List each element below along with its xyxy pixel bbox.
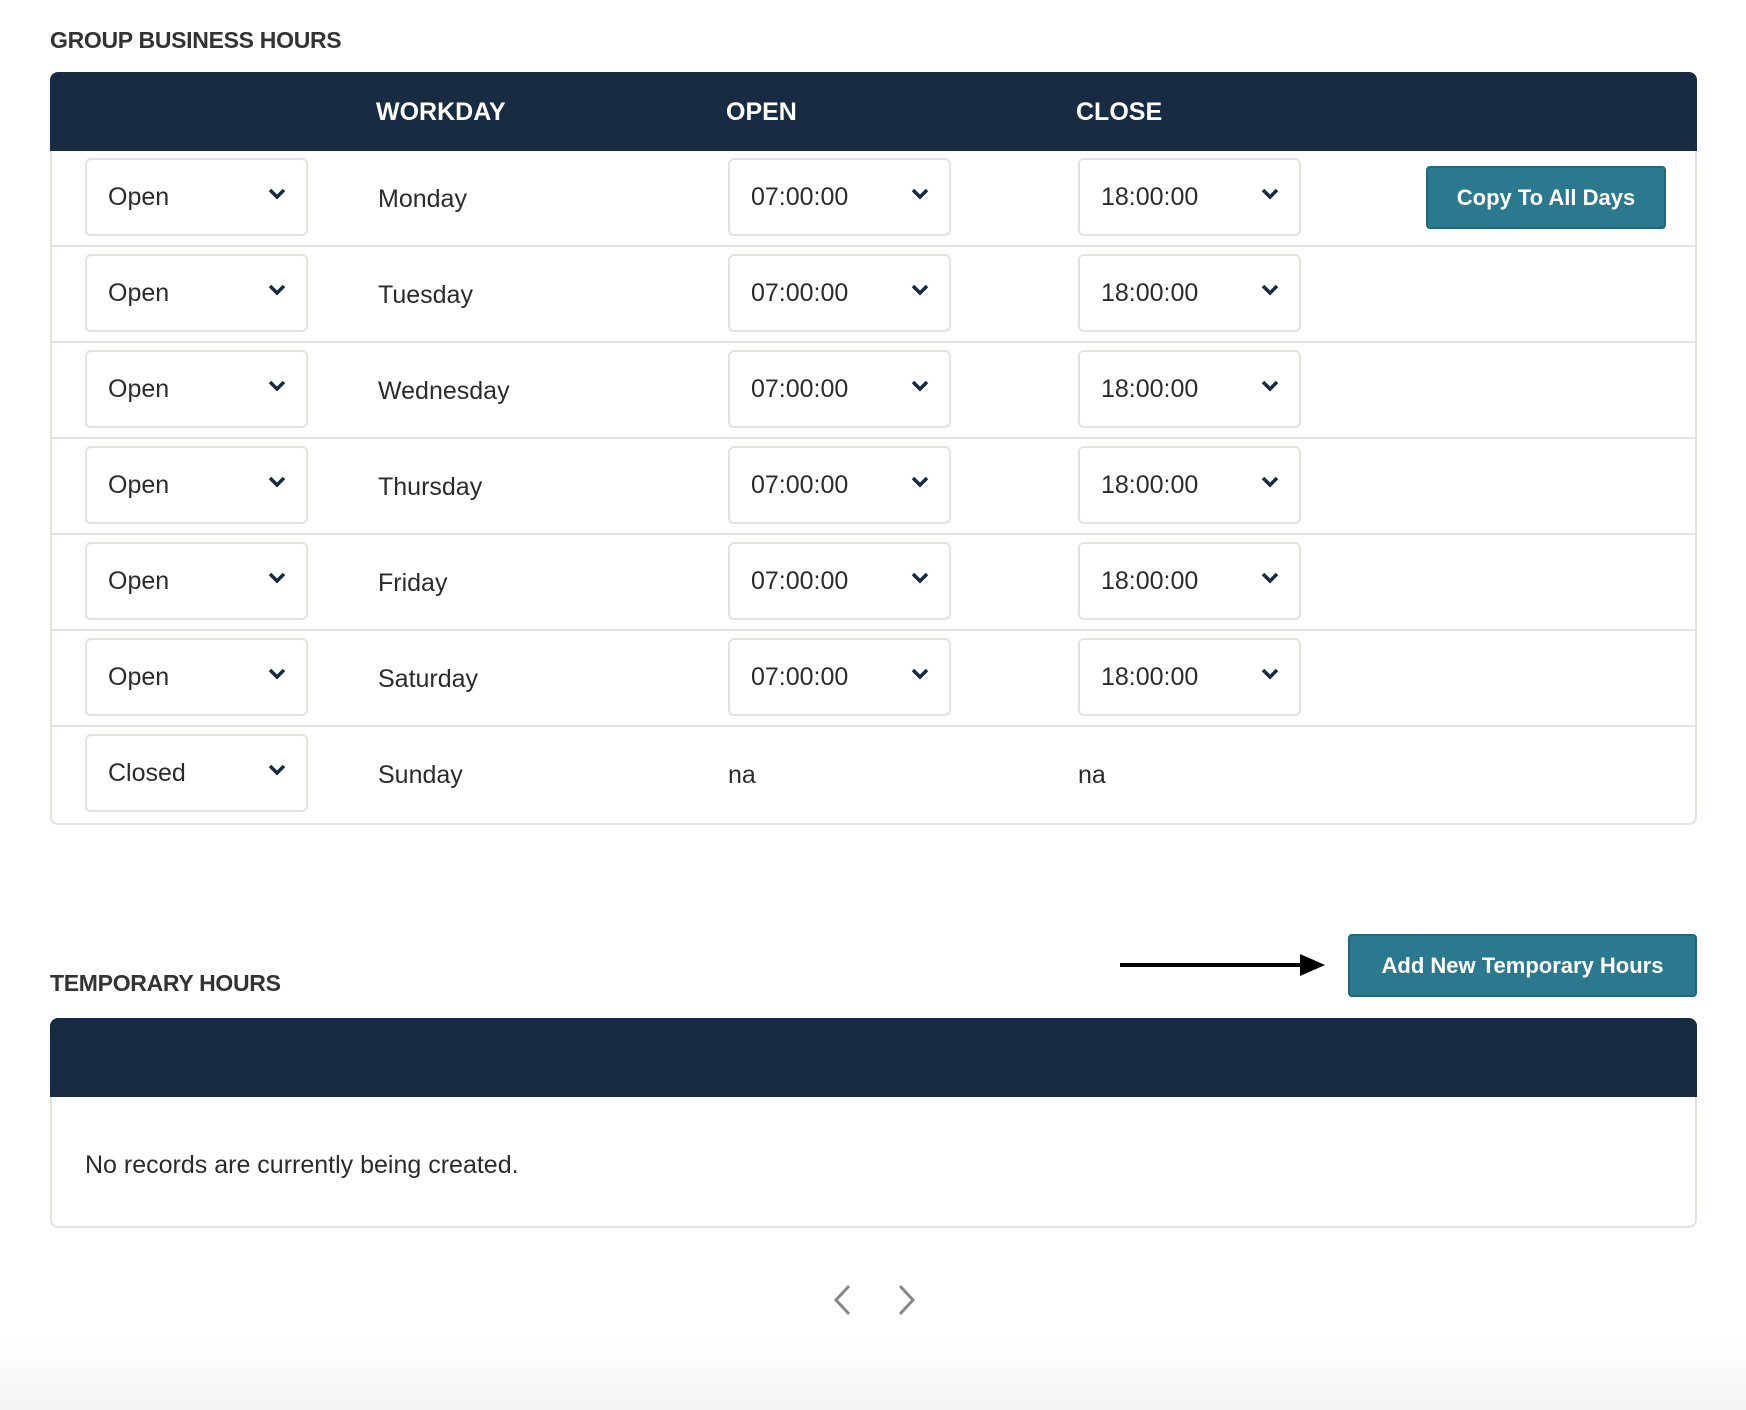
close-time-value: 18:00:00 xyxy=(1101,182,1199,211)
open-time-value: 07:00:00 xyxy=(751,470,849,499)
business-hours-title: GROUP BUSINESS HOURS xyxy=(50,27,342,53)
open-time-na: na xyxy=(728,761,756,789)
status-value: Open xyxy=(108,566,170,595)
workday-label: Wednesday xyxy=(378,377,510,405)
open-time-value: 07:00:00 xyxy=(751,182,849,211)
status-value: Open xyxy=(108,662,170,691)
open-time-select[interactable]: 07:00:00 xyxy=(728,158,951,236)
open-time-select[interactable]: 07:00:00 xyxy=(728,446,951,524)
chevron-down-icon xyxy=(1261,668,1279,680)
open-time-value: 07:00:00 xyxy=(751,278,849,307)
chevron-down-icon xyxy=(911,572,929,584)
chevron-down-icon xyxy=(268,476,286,488)
arrow-icon xyxy=(1120,954,1325,976)
table-row: Open Saturday 07:00:00 18:00:00 xyxy=(52,631,1695,727)
col-workday: WORKDAY xyxy=(376,98,506,126)
status-value: Open xyxy=(108,470,170,499)
chevron-down-icon xyxy=(268,668,286,680)
chevron-down-icon xyxy=(1261,572,1279,584)
prev-page-icon[interactable] xyxy=(832,1283,854,1317)
table-row: Open Wednesday 07:00:00 18:00:00 xyxy=(52,343,1695,439)
business-hours-table: Open Monday 07:00:00 18:00:00 Open Tuesda… xyxy=(50,151,1697,825)
status-select[interactable]: Closed xyxy=(85,734,308,812)
open-time-select[interactable]: 07:00:00 xyxy=(728,542,951,620)
close-time-select[interactable]: 18:00:00 xyxy=(1078,350,1301,428)
chevron-down-icon xyxy=(911,476,929,488)
open-time-value: 07:00:00 xyxy=(751,374,849,403)
open-time-select[interactable]: 07:00:00 xyxy=(728,350,951,428)
table-row: Open Monday 07:00:00 18:00:00 xyxy=(52,151,1695,247)
chevron-down-icon xyxy=(268,188,286,200)
chevron-down-icon xyxy=(1261,284,1279,296)
chevron-down-icon xyxy=(268,284,286,296)
chevron-down-icon xyxy=(268,764,286,776)
chevron-down-icon xyxy=(268,572,286,584)
close-time-value: 18:00:00 xyxy=(1101,566,1199,595)
next-page-icon[interactable] xyxy=(895,1283,917,1317)
status-value: Open xyxy=(108,374,170,403)
close-time-value: 18:00:00 xyxy=(1101,374,1199,403)
chevron-down-icon xyxy=(911,284,929,296)
status-select[interactable]: Open xyxy=(85,254,308,332)
open-time-select[interactable]: 07:00:00 xyxy=(728,638,951,716)
chevron-down-icon xyxy=(268,380,286,392)
status-select[interactable]: Open xyxy=(85,638,308,716)
temporary-hours-table: No records are currently being created. xyxy=(50,1097,1697,1228)
chevron-down-icon xyxy=(911,668,929,680)
open-time-value: 07:00:00 xyxy=(751,566,849,595)
table-row: Open Thursday 07:00:00 18:00:00 xyxy=(52,439,1695,535)
copy-to-all-days-button[interactable]: Copy To All Days xyxy=(1426,166,1666,229)
open-time-value: 07:00:00 xyxy=(751,662,849,691)
add-temporary-hours-button[interactable]: Add New Temporary Hours xyxy=(1348,934,1697,997)
close-time-select[interactable]: 18:00:00 xyxy=(1078,446,1301,524)
status-value: Closed xyxy=(108,758,186,787)
chevron-down-icon xyxy=(911,380,929,392)
workday-label: Tuesday xyxy=(378,281,473,309)
close-time-select[interactable]: 18:00:00 xyxy=(1078,542,1301,620)
status-select[interactable]: Open xyxy=(85,542,308,620)
chevron-down-icon xyxy=(1261,380,1279,392)
chevron-down-icon xyxy=(1261,476,1279,488)
close-time-na: na xyxy=(1078,761,1106,789)
business-hours-header: WORKDAY OPEN CLOSE xyxy=(50,72,1697,151)
workday-label: Sunday xyxy=(378,761,463,789)
status-select[interactable]: Open xyxy=(85,446,308,524)
close-time-value: 18:00:00 xyxy=(1101,662,1199,691)
close-time-select[interactable]: 18:00:00 xyxy=(1078,638,1301,716)
close-time-select[interactable]: 18:00:00 xyxy=(1078,158,1301,236)
table-row: Closed Sunday na na xyxy=(52,727,1695,823)
status-value: Open xyxy=(108,182,170,211)
close-time-value: 18:00:00 xyxy=(1101,278,1199,307)
close-time-value: 18:00:00 xyxy=(1101,470,1199,499)
workday-label: Friday xyxy=(378,569,448,597)
close-time-select[interactable]: 18:00:00 xyxy=(1078,254,1301,332)
workday-label: Monday xyxy=(378,185,467,213)
status-select[interactable]: Open xyxy=(85,158,308,236)
col-close: CLOSE xyxy=(1076,98,1163,126)
status-select[interactable]: Open xyxy=(85,350,308,428)
table-row: Open Tuesday 07:00:00 18:00:00 xyxy=(52,247,1695,343)
chevron-down-icon xyxy=(911,188,929,200)
status-value: Open xyxy=(108,278,170,307)
workday-label: Thursday xyxy=(378,473,483,501)
temporary-hours-title: TEMPORARY HOURS xyxy=(50,970,281,996)
workday-label: Saturday xyxy=(378,665,479,693)
temporary-hours-header xyxy=(50,1018,1697,1097)
chevron-down-icon xyxy=(1261,188,1279,200)
open-time-select[interactable]: 07:00:00 xyxy=(728,254,951,332)
empty-message: No records are currently being created. xyxy=(85,1151,519,1179)
table-row: Open Friday 07:00:00 18:00:00 xyxy=(52,535,1695,631)
col-open: OPEN xyxy=(726,98,797,126)
